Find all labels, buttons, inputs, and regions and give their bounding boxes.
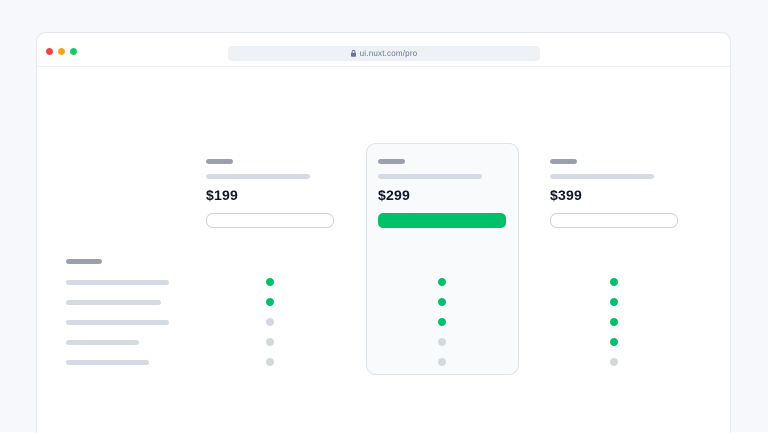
minimize-window-button[interactable] (58, 48, 65, 55)
feature-availability-column (206, 272, 334, 372)
feature-excluded-dot (266, 318, 274, 326)
skeleton-feature-label (66, 360, 149, 365)
skeleton-plan-description (550, 174, 654, 179)
plan-select-button[interactable] (550, 213, 678, 228)
feature-included-dot (610, 278, 618, 286)
feature-included-dot (438, 318, 446, 326)
skeleton-features-heading (66, 259, 102, 264)
feature-included-dot (610, 338, 618, 346)
feature-included-dot (438, 298, 446, 306)
window-controls (46, 48, 77, 55)
skeleton-feature-label (66, 280, 169, 285)
skeleton-feature-label (66, 320, 169, 325)
feature-included-dot (438, 278, 446, 286)
browser-toolbar: ui.nuxt.com/pro (37, 33, 730, 67)
feature-included-dot (266, 278, 274, 286)
feature-excluded-dot (266, 338, 274, 346)
address-bar[interactable]: ui.nuxt.com/pro (227, 46, 540, 61)
skeleton-plan-name (550, 159, 577, 164)
skeleton-plan-name (206, 159, 233, 164)
plan-price: $399 (550, 187, 582, 203)
zoom-window-button[interactable] (70, 48, 77, 55)
skeleton-plan-description (378, 174, 482, 179)
skeleton-feature-label (66, 340, 139, 345)
feature-excluded-dot (438, 338, 446, 346)
plan-select-button[interactable] (206, 213, 334, 228)
lock-icon (350, 49, 356, 57)
feature-excluded-dot (266, 358, 274, 366)
feature-availability-column (550, 272, 678, 372)
url-text: ui.nuxt.com/pro (359, 49, 418, 58)
feature-included-dot (266, 298, 274, 306)
highlighted-plan-card (366, 143, 519, 375)
feature-availability-column (378, 272, 506, 372)
plan-select-button[interactable] (378, 213, 506, 228)
skeleton-plan-name (378, 159, 405, 164)
feature-excluded-dot (610, 358, 618, 366)
close-window-button[interactable] (46, 48, 53, 55)
feature-included-dot (610, 318, 618, 326)
plan-price: $299 (378, 187, 410, 203)
skeleton-feature-label (66, 300, 161, 305)
skeleton-plan-description (206, 174, 310, 179)
feature-excluded-dot (438, 358, 446, 366)
plan-price: $199 (206, 187, 238, 203)
feature-included-dot (610, 298, 618, 306)
